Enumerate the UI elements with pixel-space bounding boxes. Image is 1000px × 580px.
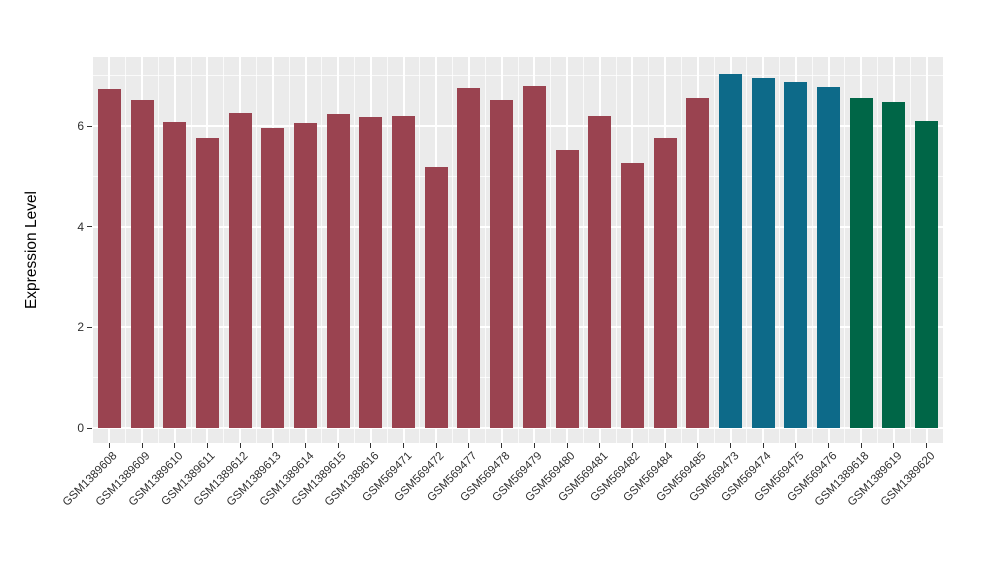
x-axis-tick — [468, 443, 470, 448]
bar — [849, 98, 873, 428]
v-gridline-minor — [582, 57, 584, 443]
v-gridline-minor — [746, 57, 748, 443]
x-axis-tick — [631, 443, 633, 448]
y-tick-label: 4 — [77, 219, 84, 234]
bar — [326, 113, 350, 428]
v-gridline-minor — [779, 57, 781, 443]
bar — [915, 121, 939, 428]
v-gridline-minor — [484, 57, 486, 443]
bar — [195, 137, 219, 428]
x-axis-tick — [403, 443, 405, 448]
y-tick-label: 6 — [77, 119, 84, 133]
bar — [686, 97, 710, 428]
y-axis-tick — [87, 125, 92, 127]
x-axis-tick — [370, 443, 372, 448]
v-gridline-minor — [288, 57, 290, 443]
v-gridline-minor — [190, 57, 192, 443]
v-gridline-minor — [648, 57, 650, 443]
bar — [784, 81, 808, 428]
x-axis-tick — [435, 443, 437, 448]
bar — [457, 88, 481, 428]
v-gridline-minor — [713, 57, 715, 443]
bar — [719, 74, 742, 428]
bar — [359, 117, 383, 428]
y-axis-tick — [87, 427, 92, 429]
x-axis-tick — [239, 443, 241, 448]
y-tick-label: 0 — [77, 421, 84, 435]
bar — [620, 162, 644, 428]
v-gridline-minor — [909, 57, 911, 443]
x-axis-tick — [762, 443, 764, 448]
x-axis-tick — [860, 443, 862, 448]
bar — [490, 99, 514, 428]
v-gridline-minor — [321, 57, 323, 443]
v-gridline-minor — [615, 57, 617, 443]
v-gridline-minor — [223, 57, 225, 443]
bar — [653, 137, 677, 428]
x-axis-tick — [533, 443, 535, 448]
v-gridline-minor — [419, 57, 421, 443]
bar — [130, 100, 154, 428]
x-axis-tick — [141, 443, 143, 448]
bar — [228, 112, 252, 428]
x-axis-tick — [730, 443, 731, 448]
x-axis-tick — [206, 443, 208, 448]
bar — [261, 127, 285, 428]
bar — [424, 167, 448, 428]
x-axis-tick — [664, 443, 666, 448]
bar — [97, 88, 121, 428]
bar — [751, 77, 775, 428]
x-axis-tick — [566, 443, 568, 448]
v-gridline-minor — [550, 57, 552, 443]
x-axis-tick — [108, 443, 110, 448]
bar — [522, 86, 546, 428]
v-gridline-minor — [255, 57, 257, 443]
bar — [588, 115, 612, 428]
v-gridline-minor — [386, 57, 388, 443]
bar — [817, 86, 841, 428]
y-axis-tick — [87, 326, 92, 328]
bar — [882, 102, 906, 428]
x-axis-tick — [272, 443, 274, 448]
bar — [555, 150, 579, 428]
bar — [163, 122, 187, 428]
x-axis-tick — [893, 443, 895, 448]
bar — [392, 116, 416, 428]
x-axis-tick — [337, 443, 339, 448]
x-axis-tick — [795, 443, 797, 448]
y-axis-tick — [87, 226, 92, 228]
x-axis-tick — [174, 443, 176, 448]
v-gridline-minor — [354, 57, 356, 443]
v-gridline-minor — [517, 57, 519, 443]
x-axis-tick — [501, 443, 503, 448]
x-axis-tick — [926, 443, 928, 448]
x-axis-tick — [305, 443, 306, 448]
y-axis-title: Expression Level — [23, 190, 40, 310]
x-axis-tick — [697, 443, 699, 448]
x-axis-tick — [599, 443, 601, 448]
bar — [294, 123, 317, 428]
v-gridline-minor — [157, 57, 159, 443]
v-gridline-minor — [452, 57, 454, 443]
v-gridline-minor — [680, 57, 682, 443]
v-gridline-minor — [844, 57, 846, 443]
v-gridline-minor — [125, 57, 127, 443]
x-axis-tick — [828, 443, 830, 448]
v-gridline-minor — [811, 57, 813, 443]
v-gridline-minor — [877, 57, 879, 443]
y-tick-label: 2 — [77, 320, 84, 335]
